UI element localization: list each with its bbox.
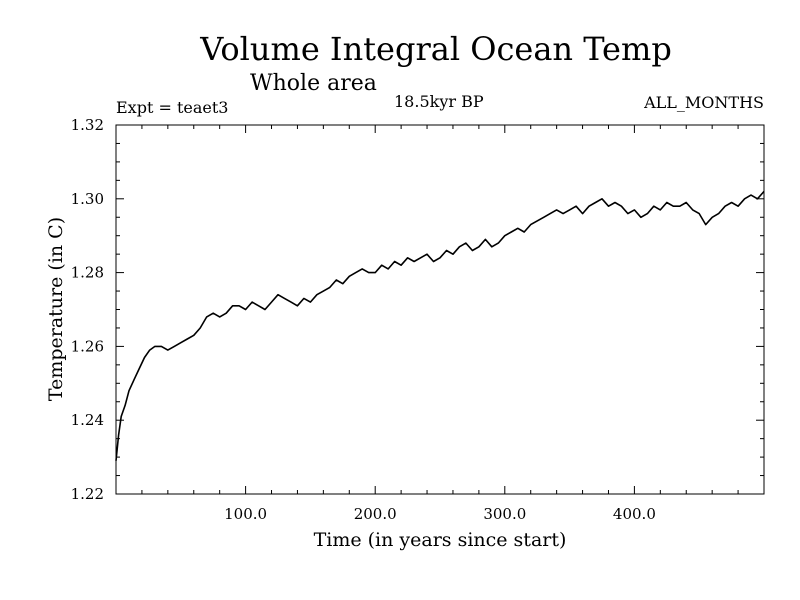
y-tick-label: 1.28 — [71, 264, 104, 282]
chart-subtitle: Whole area — [250, 71, 377, 96]
months-label: ALL_MONTHS — [644, 93, 764, 112]
experiment-label: Expt = teaet3 — [116, 98, 229, 117]
y-tick-label: 1.26 — [71, 337, 104, 355]
x-tick-label: 300.0 — [483, 505, 526, 523]
x-tick-label: 200.0 — [354, 505, 397, 523]
series-line — [115, 190, 765, 461]
x-tick-label: 100.0 — [224, 505, 267, 523]
plot-frame — [115, 124, 765, 495]
x-tick-label: 400.0 — [613, 505, 656, 523]
y-tick-label: 1.22 — [71, 485, 104, 503]
chart-title: Volume Integral Ocean Temp — [200, 30, 672, 68]
x-tick-labels: 100.0 200.0 300.0 400.0 — [224, 505, 656, 523]
y-axis-label: Temperature (in C) — [45, 217, 67, 401]
axis-ticks — [116, 125, 764, 494]
period-label: 18.5kyr BP — [394, 92, 484, 111]
x-axis-label: Time (in years since start) — [314, 529, 567, 551]
y-tick-label: 1.30 — [71, 190, 104, 208]
series-layer — [115, 190, 765, 461]
y-tick-label: 1.24 — [71, 411, 104, 429]
y-tick-labels: 1.22 1.24 1.26 1.28 1.30 1.32 — [71, 116, 104, 503]
y-tick-label: 1.32 — [71, 116, 104, 134]
